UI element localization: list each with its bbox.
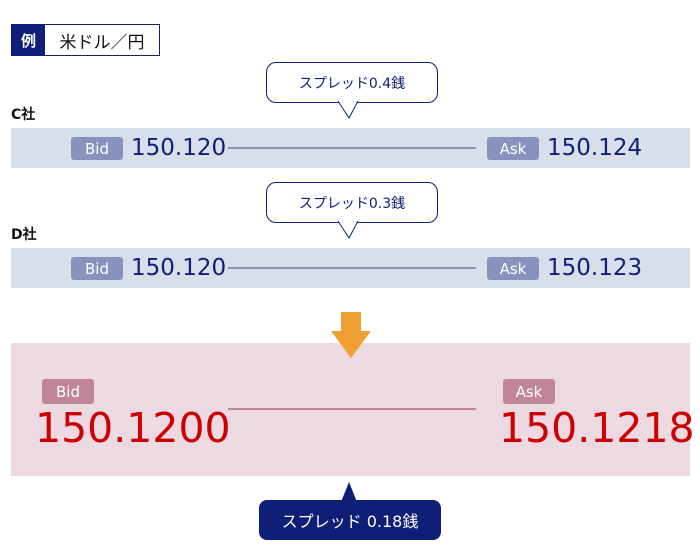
company-label: C社 (11, 107, 36, 123)
currency-pair: 米ドル／円 (59, 32, 145, 53)
ask-value: 150.123 (547, 255, 643, 281)
combined-quote: Bid 150.1200 Ask 150.1218 (11, 343, 695, 476)
ask-badge: Ask (487, 137, 539, 160)
bid-value: 150.120 (131, 255, 227, 281)
spread-line (228, 408, 476, 410)
spread-text: スプレッド0.4銭 (298, 75, 406, 92)
callout-tail (338, 220, 359, 239)
spread-text: スプレッド 0.18銭 (281, 512, 419, 531)
bid-value: 150.120 (131, 135, 227, 161)
ask-value: 150.1218 (499, 404, 695, 452)
callout-tail (338, 100, 359, 119)
ask-badge: Ask (487, 257, 539, 280)
bid-value: 150.1200 (35, 404, 231, 452)
quote-row-c: Bid 150.120 Ask 150.124 (11, 128, 690, 168)
combined-spread-callout: スプレッド 0.18銭 (259, 500, 441, 540)
bid-badge: Bid (71, 137, 123, 160)
bid-badge: Bid (71, 257, 123, 280)
legend-tag: 例 (12, 25, 45, 55)
bid-badge: Bid (42, 379, 94, 404)
spread-text: スプレッド0.3銭 (298, 195, 406, 212)
company-label: D社 (11, 227, 37, 243)
callout-tail (341, 482, 357, 502)
quote-row-d: Bid 150.120 Ask 150.123 (11, 248, 690, 288)
spread-callout-d: スプレッド0.3銭 (266, 182, 438, 223)
ask-value: 150.124 (547, 135, 643, 161)
arrow-down-icon (331, 312, 371, 358)
example-legend: 例 米ドル／円 (11, 24, 160, 56)
spread-line (228, 147, 476, 149)
ask-badge: Ask (503, 379, 555, 404)
spread-line (228, 267, 476, 269)
spread-callout-c: スプレッド0.4銭 (266, 62, 438, 103)
